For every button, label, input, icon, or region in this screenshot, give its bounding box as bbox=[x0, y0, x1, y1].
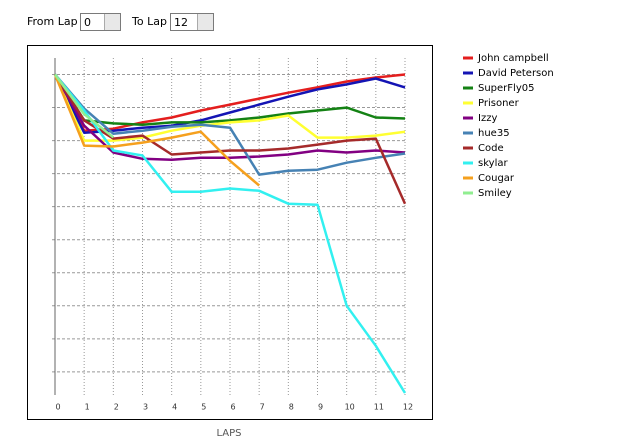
legend-text: Izzy bbox=[478, 113, 497, 124]
x-tick-label: 2 bbox=[114, 403, 119, 412]
series-line bbox=[53, 73, 406, 142]
series-line bbox=[53, 73, 407, 205]
series-line bbox=[53, 73, 115, 139]
to-spinbox[interactable]: 12 bbox=[170, 13, 214, 31]
series-line bbox=[53, 73, 406, 126]
series-line bbox=[53, 73, 406, 132]
series-line bbox=[53, 74, 261, 187]
x-axis-title: LAPS bbox=[216, 428, 241, 439]
x-tick-label: 9 bbox=[318, 403, 323, 412]
from-spinbox[interactable]: 0 bbox=[80, 13, 121, 31]
legend-text: Cougar bbox=[478, 173, 515, 184]
x-tick-label: 8 bbox=[289, 403, 294, 412]
legend-text: Prisoner bbox=[478, 98, 520, 109]
legend-text: hue35 bbox=[478, 128, 510, 139]
legend-text: Code bbox=[478, 143, 504, 154]
x-tick-label: 4 bbox=[172, 403, 177, 412]
x-tick-label: 12 bbox=[403, 403, 413, 412]
series-line bbox=[53, 73, 406, 162]
series-line bbox=[53, 73, 406, 134]
from-label: From Lap bbox=[27, 15, 78, 28]
x-tick-label: 1 bbox=[85, 403, 90, 412]
spin-buttons[interactable] bbox=[197, 14, 213, 30]
to-label: To Lap bbox=[132, 15, 167, 28]
spin-buttons[interactable] bbox=[104, 14, 120, 30]
x-tick-label: 3 bbox=[143, 403, 148, 412]
x-tick-label: 7 bbox=[260, 403, 265, 412]
legend-text: Smiley bbox=[478, 188, 512, 199]
legend-text: David Peterson bbox=[478, 68, 554, 79]
series-line bbox=[54, 73, 407, 394]
x-tick-label: 0 bbox=[55, 403, 60, 412]
series-line bbox=[54, 73, 406, 176]
legend-text: SuperFly05 bbox=[478, 83, 534, 94]
x-tick-label: 6 bbox=[230, 403, 235, 412]
from-value: 0 bbox=[84, 16, 91, 29]
x-tick-label: 10 bbox=[345, 403, 355, 412]
legend-text: John campbell bbox=[477, 53, 549, 64]
legend-text: skylar bbox=[478, 158, 508, 169]
to-value: 12 bbox=[174, 16, 188, 29]
x-tick-label: 11 bbox=[374, 403, 384, 412]
x-tick-label: 5 bbox=[201, 403, 206, 412]
